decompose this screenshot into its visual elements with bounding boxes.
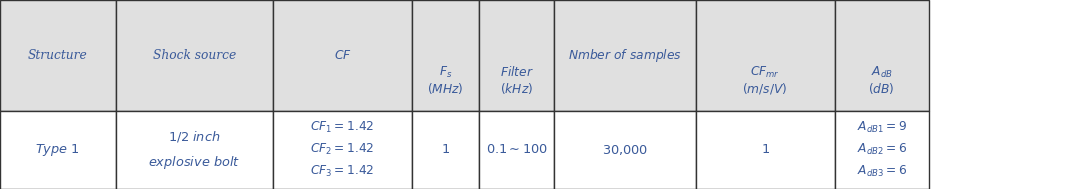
Text: $\mathit{A_{dB3}=6}$: $\mathit{A_{dB3}=6}$ [857,164,906,179]
Bar [273,111,412,189]
Bar [0,0,116,111]
Bar [554,111,696,189]
Text: $\mathit{Type\ 1}$: $\mathit{Type\ 1}$ [35,142,80,158]
Bar [479,0,554,111]
Text: $\mathit{CF_{mr}}$: $\mathit{CF_{mr}}$ [750,65,780,80]
Text: $\mathit{F_s}$: $\mathit{F_s}$ [439,65,453,80]
Bar [696,111,835,189]
Bar [0,111,116,189]
Text: $\mathit{1/2\ inch}$: $\mathit{1/2\ inch}$ [168,129,220,144]
Text: $\mathit{(m/s/V)}$: $\mathit{(m/s/V)}$ [743,81,788,96]
Bar [696,0,835,111]
Text: $\mathit{Nmber\ of\ samples}$: $\mathit{Nmber\ of\ samples}$ [568,47,682,64]
Text: $\mathit{CF_3=1.42}$: $\mathit{CF_3=1.42}$ [310,164,374,179]
Text: $\mathit{1}$: $\mathit{1}$ [761,143,769,156]
Bar [273,0,412,111]
Bar [412,0,479,111]
Text: $\mathit{CF_2=1.42}$: $\mathit{CF_2=1.42}$ [310,142,374,157]
Text: $\mathit{(kHz)}$: $\mathit{(kHz)}$ [500,81,534,96]
Text: $\mathit{A_{dB1}=9}$: $\mathit{A_{dB1}=9}$ [857,120,906,135]
Text: $\mathit{(MHz)}$: $\mathit{(MHz)}$ [427,81,464,96]
Text: $\mathit{A_{dB}}$: $\mathit{A_{dB}}$ [871,65,892,80]
Text: $\mathit{explosive\ bolt}$: $\mathit{explosive\ bolt}$ [148,154,241,171]
Text: $\mathit{CF}$: $\mathit{CF}$ [334,49,351,62]
Bar [412,111,479,189]
Text: $\mathit{1}$: $\mathit{1}$ [441,143,450,156]
Bar [479,111,554,189]
Text: $\mathit{0.1{\sim}100}$: $\mathit{0.1{\sim}100}$ [486,143,548,156]
Text: $\mathit{(dB)}$: $\mathit{(dB)}$ [869,81,895,96]
Bar [116,111,273,189]
Text: Shock source: Shock source [153,49,235,62]
Bar [116,0,273,111]
Bar [835,111,929,189]
Text: $\mathit{CF_1=1.42}$: $\mathit{CF_1=1.42}$ [310,120,374,135]
Bar [554,0,696,111]
Text: Structure: Structure [28,49,88,62]
Bar [835,0,929,111]
Text: $\mathit{30{,}000}$: $\mathit{30{,}000}$ [601,143,648,157]
Text: $\mathit{Filter}$: $\mathit{Filter}$ [500,65,534,79]
Text: $\mathit{A_{dB2}=6}$: $\mathit{A_{dB2}=6}$ [857,142,906,157]
